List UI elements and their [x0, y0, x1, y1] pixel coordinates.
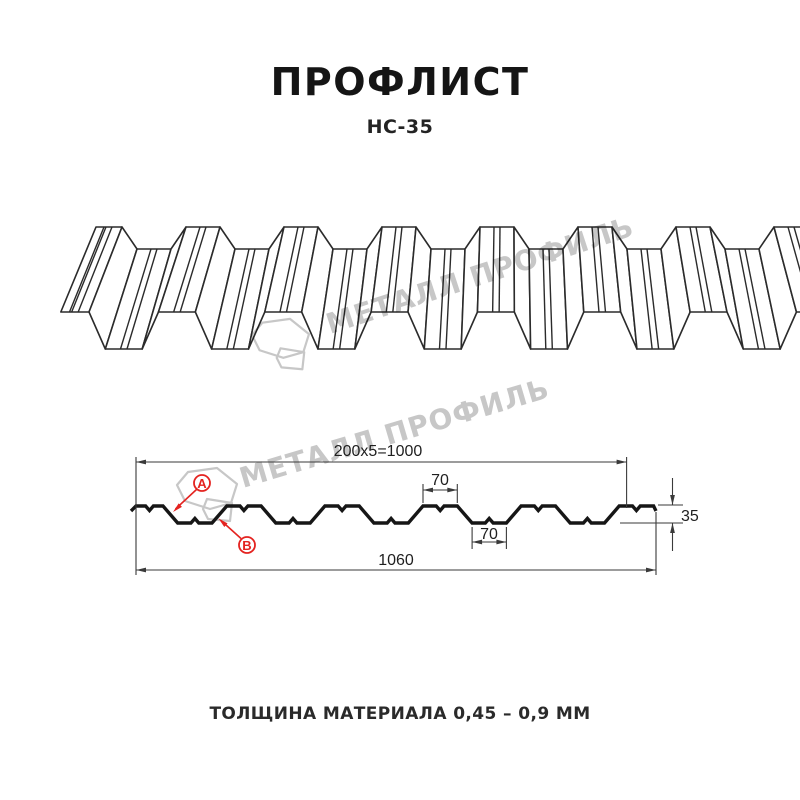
sheet-3d-view	[60, 226, 800, 350]
dim-crest-width-label: 70	[431, 472, 449, 489]
brand-logo-icon	[175, 466, 239, 523]
page-title: ПРОФЛИСТ	[270, 60, 530, 104]
cross-section-view	[129, 457, 683, 575]
dimension-labels: 200x5=1000 70 70 35 1060 А В	[197, 443, 699, 569]
dim-pitch-label: 200x5=1000	[334, 443, 423, 460]
profile-model: НС-35	[366, 116, 434, 138]
dim-height-label: 35	[681, 508, 699, 525]
thickness-note: ТОЛЩИНА МАТЕРИАЛА 0,45 – 0,9 ММ	[209, 704, 591, 724]
brand-logo-icon	[250, 317, 311, 371]
callout-a-label: А	[197, 476, 207, 491]
dim-overall-width-label: 1060	[378, 552, 414, 569]
dim-valley-width-label: 70	[480, 526, 498, 543]
watermark-text: МЕТАЛЛ ПРОФИЛЬ	[236, 372, 554, 495]
callout-b-label: В	[242, 538, 251, 553]
